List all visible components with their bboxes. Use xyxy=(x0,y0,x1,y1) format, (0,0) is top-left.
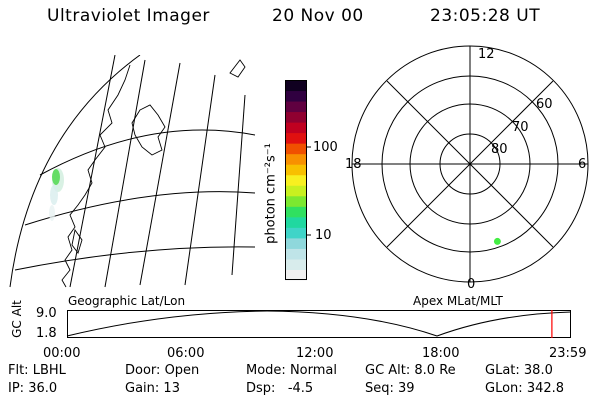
mlat-label-60: 60 xyxy=(536,97,553,112)
colorbar-tick-10: 10 xyxy=(315,228,332,243)
time-tick-1800: 18:00 xyxy=(422,346,460,361)
door-value: Open xyxy=(164,363,200,378)
mlat-label-70: 70 xyxy=(512,120,529,135)
mode-value: Normal xyxy=(289,363,337,378)
geographic-map xyxy=(9,55,256,288)
colorbar-cell xyxy=(285,143,307,155)
colorbar-cell xyxy=(285,195,307,207)
gc-alt-axis-label: GC Alt xyxy=(10,300,24,338)
mlt-label-18: 18 xyxy=(345,157,362,172)
mode-field: Mode: Normal xyxy=(246,363,337,378)
flt-field: Flt: LBHL xyxy=(8,363,66,378)
colorbar-cell xyxy=(285,111,307,123)
colorbar-cell xyxy=(285,206,307,218)
gain-value: 13 xyxy=(163,381,180,396)
time-tick-2359: 23:59 xyxy=(549,346,587,361)
door-key: Door: xyxy=(125,363,161,378)
colorbar-cell xyxy=(285,237,307,249)
altitude-curve xyxy=(66,310,572,337)
colorbar-tick-100: 100 xyxy=(313,140,338,155)
polar-data-point xyxy=(493,237,501,245)
gc-alt-value: 8.0 Re xyxy=(414,363,456,378)
glat-key: GLat: xyxy=(485,363,520,378)
flt-value: LBHL xyxy=(32,363,66,378)
gc-alt-key: GC Alt: xyxy=(365,363,411,378)
colorbar-cell xyxy=(285,174,307,186)
lat-line xyxy=(14,246,256,271)
colorbar-cell xyxy=(285,101,307,113)
ip-value: 36.0 xyxy=(28,381,58,396)
apex-panel-label: Apex MLat/MLT xyxy=(413,294,503,308)
coastline xyxy=(229,59,246,78)
geo-panel-label: Geographic Lat/Lon xyxy=(68,294,186,308)
time-tick-0000: 00:00 xyxy=(43,346,81,361)
instrument-title: Ultraviolet Imager xyxy=(47,6,210,26)
lat-line xyxy=(24,191,256,226)
coastline xyxy=(131,104,166,156)
mlt-label-12: 12 xyxy=(478,47,495,62)
lat-line xyxy=(39,129,256,176)
glon-value: 342.8 xyxy=(526,381,565,396)
door-field: Door: Open xyxy=(125,363,199,378)
coastline xyxy=(71,228,83,254)
ip-field: IP: 36.0 xyxy=(8,381,57,396)
colorbar-cell xyxy=(285,164,307,176)
colorbar-cell xyxy=(285,216,307,228)
lon-line xyxy=(139,62,181,286)
seq-value: 39 xyxy=(398,381,415,396)
colorbar-unit-label: photon cm⁻²s⁻¹ xyxy=(263,143,279,244)
aurora-emission xyxy=(49,168,64,221)
colorbar-strip xyxy=(285,80,311,281)
gc-alt-field: GC Alt: 8.0 Re xyxy=(365,363,456,378)
colorbar-cell xyxy=(285,248,307,260)
colorbar-cell xyxy=(285,90,307,102)
colorbar-cell xyxy=(285,227,307,239)
colorbar-cell xyxy=(285,185,307,197)
dsp-key: Dsp: xyxy=(246,381,276,396)
globe-limb xyxy=(9,55,141,288)
gain-key: Gain: xyxy=(125,381,160,396)
lon-line xyxy=(231,94,246,276)
mode-key: Mode: xyxy=(246,363,286,378)
lon-line xyxy=(69,55,116,288)
colorbar-cell xyxy=(285,153,307,165)
mlat-label-80: 80 xyxy=(491,142,508,157)
coastline xyxy=(61,64,131,288)
mlt-label-6: 6 xyxy=(578,157,587,172)
colorbar-cell xyxy=(285,80,307,92)
glon-key: GLon: xyxy=(485,381,523,396)
time-tick-0600: 06:00 xyxy=(167,346,205,361)
polar-plot xyxy=(351,45,589,283)
altitude-plot xyxy=(66,310,572,338)
lon-line xyxy=(184,74,216,286)
seq-field: Seq: 39 xyxy=(365,381,415,396)
ip-key: IP: xyxy=(8,381,25,396)
dsp-field: Dsp: -4.5 xyxy=(246,381,313,396)
colorbar-cell xyxy=(285,132,307,144)
glon-field: GLon: 342.8 xyxy=(485,381,564,396)
gain-field: Gain: 13 xyxy=(125,381,180,396)
mlt-label-0: 0 xyxy=(467,277,476,292)
lon-line xyxy=(104,59,146,288)
time-tick-1200: 12:00 xyxy=(296,346,334,361)
flt-key: Flt: xyxy=(8,363,29,378)
seq-key: Seq: xyxy=(365,381,394,396)
colorbar-cell xyxy=(285,269,307,281)
alt-tick-1.8: 1.8 xyxy=(36,326,57,341)
glat-field: GLat: 38.0 xyxy=(485,363,553,378)
glat-value: 38.0 xyxy=(523,363,553,378)
time-label: 23:05:28 UT xyxy=(430,6,541,26)
colorbar-cell xyxy=(285,258,307,270)
alt-tick-9: 9.0 xyxy=(36,306,57,321)
colorbar-cell xyxy=(285,122,307,134)
dsp-value: -4.5 xyxy=(279,381,314,396)
date-label: 20 Nov 00 xyxy=(272,6,364,26)
